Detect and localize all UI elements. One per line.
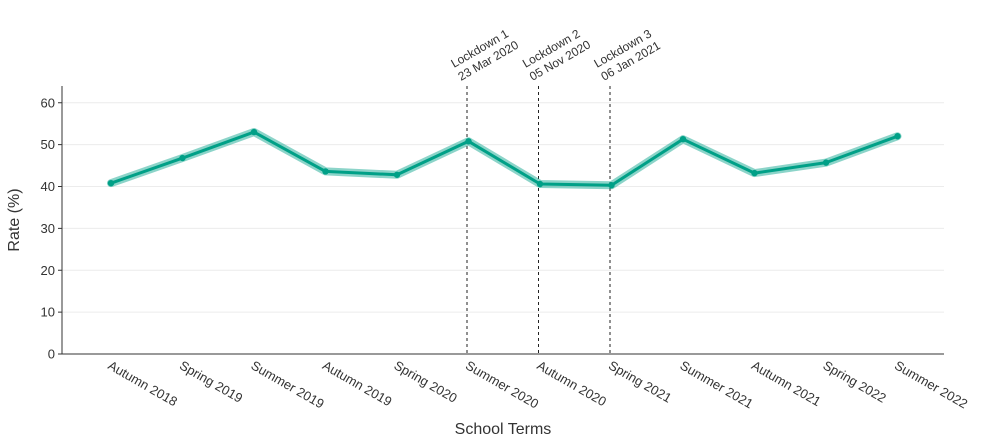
x-tick-label: Autumn 2021 [749,358,823,410]
x-tick-label: Spring 2021 [606,358,674,406]
x-tick-label: Autumn 2019 [320,358,394,410]
data-point[interactable] [751,169,758,177]
y-tick-label: 0 [48,347,55,362]
y-tick-label: 10 [41,305,55,320]
gridlines [62,102,944,313]
y-axis-title: Rate (%) [6,188,23,251]
data-point[interactable] [679,135,687,143]
x-tick-label: Spring 2022 [821,358,889,406]
data-point[interactable] [465,138,472,145]
data-point[interactable] [822,159,830,166]
y-tick-label: 50 [41,137,55,152]
y-tick-label: 30 [41,221,55,236]
x-tick-label: Summer 2021 [678,358,756,412]
x-tick-label: Summer 2019 [249,358,327,412]
series [107,128,902,190]
axes [61,86,944,355]
y-tick-label: 40 [41,179,55,194]
y-tick-label: 60 [41,95,55,110]
x-tick-label: Autumn 2018 [106,358,180,410]
data-point[interactable] [608,182,615,189]
x-tick-label: Summer 2020 [463,358,541,412]
data-point[interactable] [179,154,186,162]
data-point[interactable] [393,171,401,178]
y-tick-label: 20 [41,263,55,278]
data-point[interactable] [107,179,115,187]
data-point[interactable] [322,168,329,175]
x-tick-label: Summer 2022 [892,358,970,412]
data-point[interactable] [894,133,901,140]
x-tick-label: Autumn 2020 [535,358,609,410]
lockdown-annotations: Lockdown 123 Mar 2020 Lockdown 205 Nov 20… [449,26,663,354]
data-point[interactable] [536,180,544,188]
series-line [109,130,899,187]
y-tick-labels: 0 10 20 30 40 50 60 [41,95,62,362]
x-tick-label: Spring 2019 [177,358,245,406]
x-axis-title: School Terms [455,421,552,438]
data-point[interactable] [250,128,258,136]
x-tick-label: Spring 2020 [392,358,460,406]
